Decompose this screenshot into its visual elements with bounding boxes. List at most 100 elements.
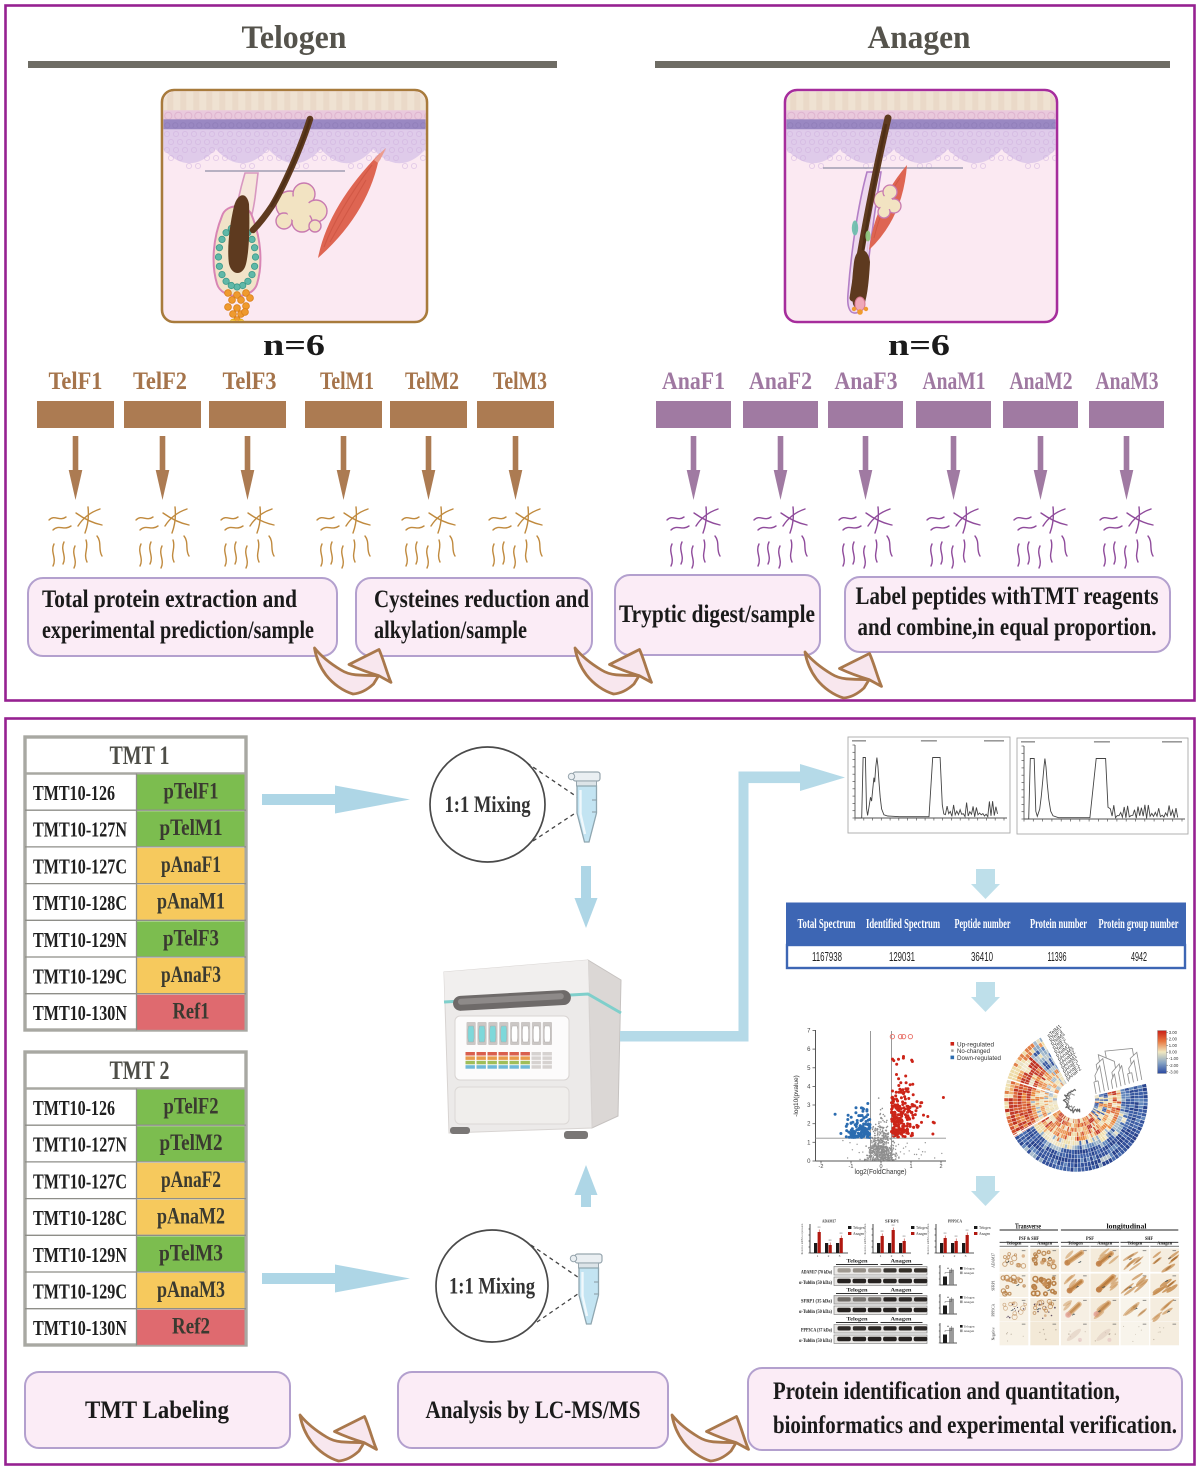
svg-text:AnaM3: AnaM3 (1096, 368, 1159, 395)
svg-text:TMT10-126: TMT10-126 (33, 1096, 115, 1120)
svg-text:No-changed: No-changed (957, 1048, 990, 1055)
svg-text:Anagen: Anagen (868, 20, 971, 56)
svg-text:2: 2 (954, 1254, 956, 1258)
svg-text:Telogen: Telogen (964, 1295, 975, 1299)
svg-text:Anagen: Anagen (1037, 1241, 1053, 1246)
svg-text:Protein number: Protein number (1030, 916, 1087, 931)
svg-text:Anagen: Anagen (1157, 1241, 1173, 1246)
svg-text:3.00: 3.00 (1169, 1030, 1178, 1035)
svg-text:Total protein extraction and: Total protein extraction and (42, 586, 297, 613)
svg-text:1: 1 (880, 1254, 882, 1258)
svg-text:Anagen: Anagen (853, 1232, 864, 1236)
svg-text:PSF & SHF: PSF & SHF (1019, 1237, 1039, 1242)
svg-text:3: 3 (902, 1254, 904, 1258)
svg-text:11396: 11396 (1048, 950, 1067, 964)
svg-text:Anagen: Anagen (891, 1288, 912, 1294)
svg-text:Negative: Negative (992, 1327, 996, 1340)
svg-text:TMT 2: TMT 2 (110, 1056, 170, 1085)
svg-text:Anagen: Anagen (964, 1300, 975, 1304)
svg-text:Telogen: Telogen (916, 1226, 928, 1230)
svg-text:4: 4 (807, 1084, 811, 1090)
svg-text:longitudinal: longitudinal (1107, 1224, 1147, 1231)
svg-text:Label peptides withTMT reagent: Label peptides withTMT reagents (856, 583, 1159, 610)
svg-text:Up-regulated: Up-regulated (957, 1041, 994, 1048)
svg-text:Anagen: Anagen (891, 1317, 912, 1323)
svg-text:1: 1 (817, 1254, 819, 1258)
svg-text:Cysteines reduction and: Cysteines reduction and (374, 586, 589, 613)
svg-text:2: 2 (939, 1164, 942, 1170)
svg-text:3: 3 (965, 1254, 967, 1258)
svg-text:bioinformatics and experimenta: bioinformatics and experimental verifica… (773, 1412, 1177, 1439)
svg-text:α-Tublin (50 kDa): α-Tublin (50 kDa) (799, 1337, 832, 1344)
svg-text:pAnaF2: pAnaF2 (161, 1167, 221, 1192)
svg-text:pAnaF3: pAnaF3 (161, 962, 221, 987)
svg-text:AnaF3: AnaF3 (835, 368, 898, 395)
svg-text:7: 7 (807, 1028, 811, 1034)
svg-text:SFRP1: SFRP1 (885, 1219, 900, 1224)
svg-text:Anagen: Anagen (891, 1259, 912, 1265)
svg-text:Relative mRNA expression: Relative mRNA expression (864, 1223, 867, 1254)
svg-text:Tryptic digest/sample: Tryptic digest/sample (619, 601, 815, 628)
svg-text:Identified Spectrum: Identified Spectrum (866, 916, 940, 931)
svg-text:TelF2: TelF2 (133, 368, 187, 395)
svg-text:TMT 1: TMT 1 (110, 741, 170, 770)
svg-text:TMT10-127C: TMT10-127C (33, 854, 127, 878)
svg-text:pAnaF1: pAnaF1 (161, 852, 221, 877)
svg-text:-2: -2 (819, 1164, 824, 1170)
svg-text:TMT10-127C: TMT10-127C (33, 1169, 127, 1193)
svg-text:1167938: 1167938 (812, 950, 842, 964)
svg-text:Anagen: Anagen (1097, 1241, 1113, 1246)
svg-text:pTelF3: pTelF3 (163, 925, 219, 950)
svg-text:n=6: n=6 (263, 327, 325, 362)
svg-text:36410: 36410 (971, 950, 993, 964)
svg-text:AnaM1: AnaM1 (923, 368, 986, 395)
svg-text:TMT10-129C: TMT10-129C (33, 965, 127, 989)
svg-text:TMT10-127N: TMT10-127N (33, 1133, 127, 1157)
svg-text:**: ** (880, 1230, 884, 1234)
svg-text:AnaM2: AnaM2 (1010, 368, 1073, 395)
svg-text:and combine,in equal proportio: and combine,in equal proportion. (858, 614, 1157, 641)
svg-text:1: 1 (807, 1140, 811, 1146)
svg-text:1: 1 (909, 1164, 912, 1170)
svg-text:PPP3CA: PPP3CA (948, 1219, 963, 1224)
svg-text:-3.00: -3.00 (1169, 1069, 1179, 1074)
svg-text:ADAM17 (70 kDa): ADAM17 (70 kDa) (801, 1269, 832, 1276)
svg-text:Anagen: Anagen (964, 1271, 975, 1275)
svg-text:TelF1: TelF1 (49, 368, 103, 395)
svg-text:Transverse: Transverse (1015, 1224, 1041, 1231)
svg-text:Relative mRNA expression: Relative mRNA expression (927, 1223, 930, 1254)
svg-text:AnaF1: AnaF1 (662, 368, 725, 395)
svg-text:pTelM2: pTelM2 (160, 1130, 223, 1155)
svg-text:1: 1 (943, 1254, 945, 1258)
svg-text:pTelM3: pTelM3 (159, 1240, 223, 1265)
svg-text:Anagen: Anagen (979, 1232, 990, 1236)
svg-text:-1: -1 (849, 1164, 854, 1170)
svg-text:Telogen: Telogen (242, 20, 347, 56)
svg-text:**: ** (828, 1239, 832, 1243)
svg-text:α-Tublin (50 kDa): α-Tublin (50 kDa) (799, 1308, 832, 1315)
svg-text:Total Spectrum: Total Spectrum (798, 916, 856, 931)
svg-text:0: 0 (807, 1159, 811, 1165)
svg-text:TMT Labeling: TMT Labeling (85, 1397, 229, 1424)
svg-text:pAnaM2: pAnaM2 (157, 1204, 225, 1229)
svg-text:**: ** (965, 1229, 969, 1233)
svg-text:α-Tublin (50 kDa): α-Tublin (50 kDa) (799, 1279, 832, 1286)
svg-text:TMT10-130N: TMT10-130N (33, 1316, 127, 1340)
svg-text:Anagen: Anagen (916, 1232, 927, 1236)
svg-text:Telogen: Telogen (847, 1317, 868, 1323)
svg-text:0.00: 0.00 (1169, 1050, 1178, 1055)
svg-text:*: * (947, 1296, 950, 1301)
svg-text:TMT10-129N: TMT10-129N (33, 928, 127, 952)
svg-text:ADAM17: ADAM17 (992, 1253, 996, 1268)
svg-text:**: ** (839, 1232, 843, 1236)
svg-text:Analysis by LC-MS/MS: Analysis by LC-MS/MS (426, 1397, 641, 1424)
svg-text:**: ** (817, 1226, 821, 1230)
svg-text:3: 3 (839, 1254, 841, 1258)
svg-text:Peptide number: Peptide number (955, 916, 1011, 931)
svg-text:TMT10-126: TMT10-126 (33, 781, 115, 805)
svg-text:6: 6 (807, 1047, 811, 1053)
svg-text:pTelF1: pTelF1 (164, 779, 219, 804)
svg-text:TMT10-128C: TMT10-128C (33, 1206, 127, 1230)
svg-text:TelF3: TelF3 (223, 368, 277, 395)
svg-text:PSF: PSF (1086, 1237, 1094, 1242)
